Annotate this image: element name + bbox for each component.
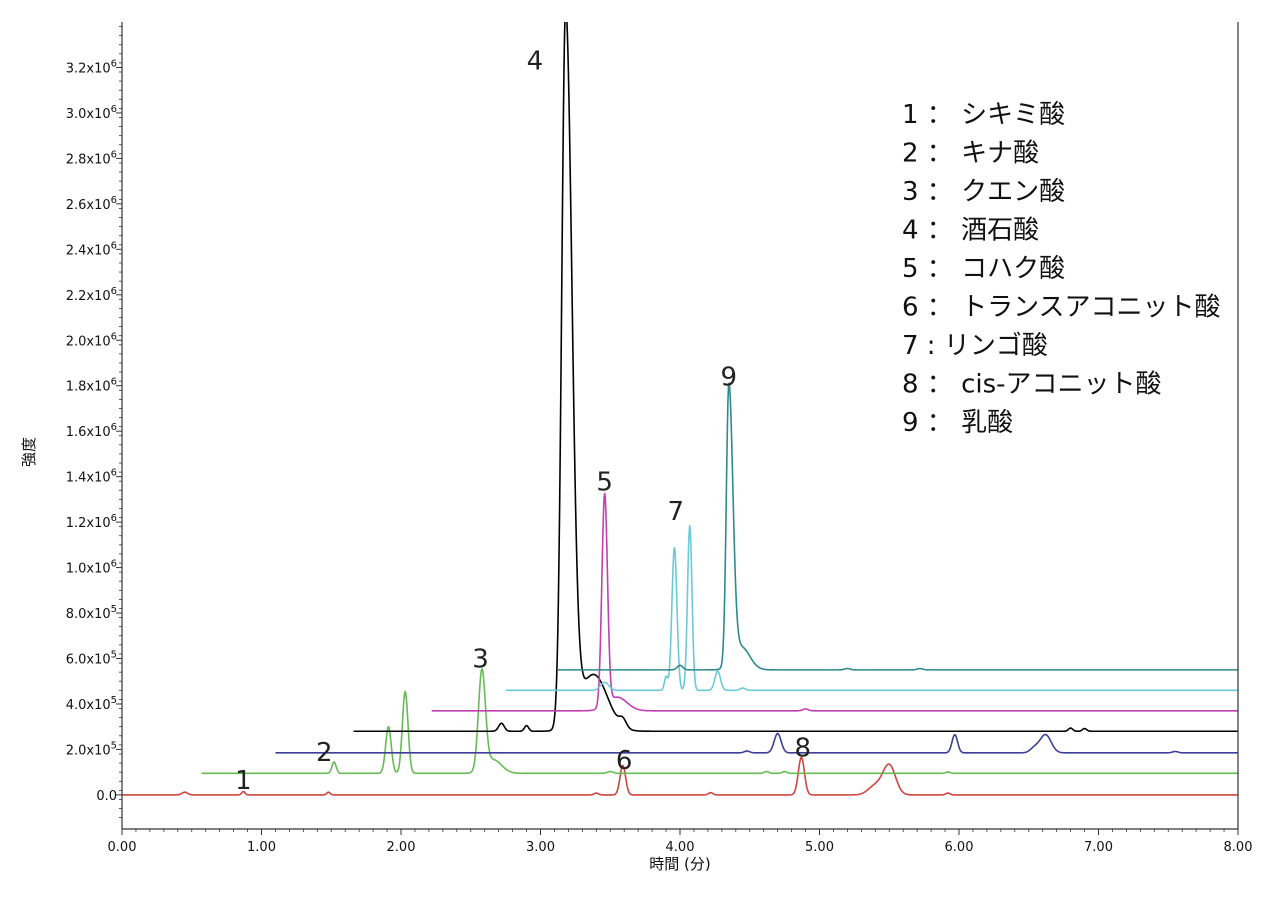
legend-entry-5: 5 ： コハク酸 — [902, 254, 1065, 284]
peak-label-7: 7 — [668, 497, 685, 527]
x-tick-label: 4.00 — [666, 840, 695, 855]
y-tick-label: 8.0x105 — [66, 604, 117, 622]
peak-label-9: 9 — [721, 363, 738, 393]
y-tick-label: 2.6x106 — [66, 195, 117, 213]
y-tick-label: 2.8x106 — [66, 149, 117, 167]
y-tick-label: 6.0x105 — [66, 650, 117, 668]
series-3-trace — [275, 732, 1238, 754]
peak-label-8: 8 — [794, 733, 811, 763]
peak-label-2: 2 — [316, 738, 333, 768]
series-2-trace — [201, 668, 1238, 775]
y-tick-label: 3.0x106 — [66, 104, 117, 122]
y-tick-label: 1.2x106 — [66, 513, 117, 531]
x-tick-label: 7.00 — [1084, 840, 1113, 855]
peak-labels: 1 2 3 4 5 6 7 8 9 — [235, 47, 811, 796]
x-tick-label: 8.00 — [1224, 840, 1253, 855]
peak-label-1: 1 — [235, 766, 252, 796]
plot-area — [122, 22, 1238, 796]
y-tick-label: 2.4x106 — [66, 240, 117, 258]
legend-entry-1: 1 ： シキミ酸 — [902, 100, 1065, 130]
x-axis-title: 時間 (分) — [649, 855, 710, 873]
peak-label-6: 6 — [616, 746, 633, 776]
series-6-trace — [505, 524, 1238, 692]
peak-label-3: 3 — [472, 645, 489, 675]
y-tick-label: 1.8x106 — [66, 377, 117, 395]
legend-entry-9: 9 ： 乳酸 — [902, 408, 1013, 438]
y-axis-title: 強度 — [20, 437, 38, 467]
legend: 1 ： シキミ酸 2 ： キナ酸 3 ： クエン酸 4 ： 酒石酸 5 ： コハク酸 6 … — [902, 100, 1221, 438]
series-1-trace — [122, 756, 1238, 796]
y-tick-label: 2.0x106 — [66, 331, 117, 349]
legend-entry-7: 7 : リンゴ酸 — [902, 331, 1048, 361]
axes: 0.0 2.0x105 4.0x105 6.0x105 8.0x105 1.0x106 1.… — [66, 22, 1253, 855]
x-tick-label: 3.00 — [526, 840, 555, 855]
x-tick-label: 2.00 — [387, 840, 416, 855]
y-tick-label: 2.0x105 — [66, 740, 117, 758]
legend-entry-4: 4 ： 酒石酸 — [902, 216, 1039, 246]
series-5-trace — [431, 492, 1238, 712]
y-tick-label: 1.4x106 — [66, 468, 117, 486]
series-7-trace — [557, 382, 1238, 671]
y-tick-label: 0.0 — [96, 789, 117, 804]
legend-entry-8: 8 ： cis-アコニット酸 — [902, 370, 1162, 400]
peak-label-5: 5 — [596, 467, 613, 497]
y-tick-label: 4.0x105 — [66, 695, 117, 713]
y-tick-label: 1.0x106 — [66, 559, 117, 577]
legend-entry-3: 3 ： クエン酸 — [902, 177, 1065, 207]
peak-label-4: 4 — [527, 47, 544, 77]
y-tick-label: 3.2x106 — [66, 58, 117, 76]
x-tick-label: 5.00 — [805, 840, 834, 855]
y-tick-label: 1.6x106 — [66, 422, 117, 440]
y-tick-label: 2.2x106 — [66, 286, 117, 304]
series-4-trace — [353, 22, 1238, 733]
x-tick-label: 1.00 — [247, 840, 276, 855]
x-tick-label: 0.00 — [108, 840, 137, 855]
legend-entry-2: 2 ： キナ酸 — [902, 139, 1039, 169]
x-tick-label: 6.00 — [945, 840, 974, 855]
legend-entry-6: 6 ： トランスアコニット酸 — [902, 293, 1221, 323]
